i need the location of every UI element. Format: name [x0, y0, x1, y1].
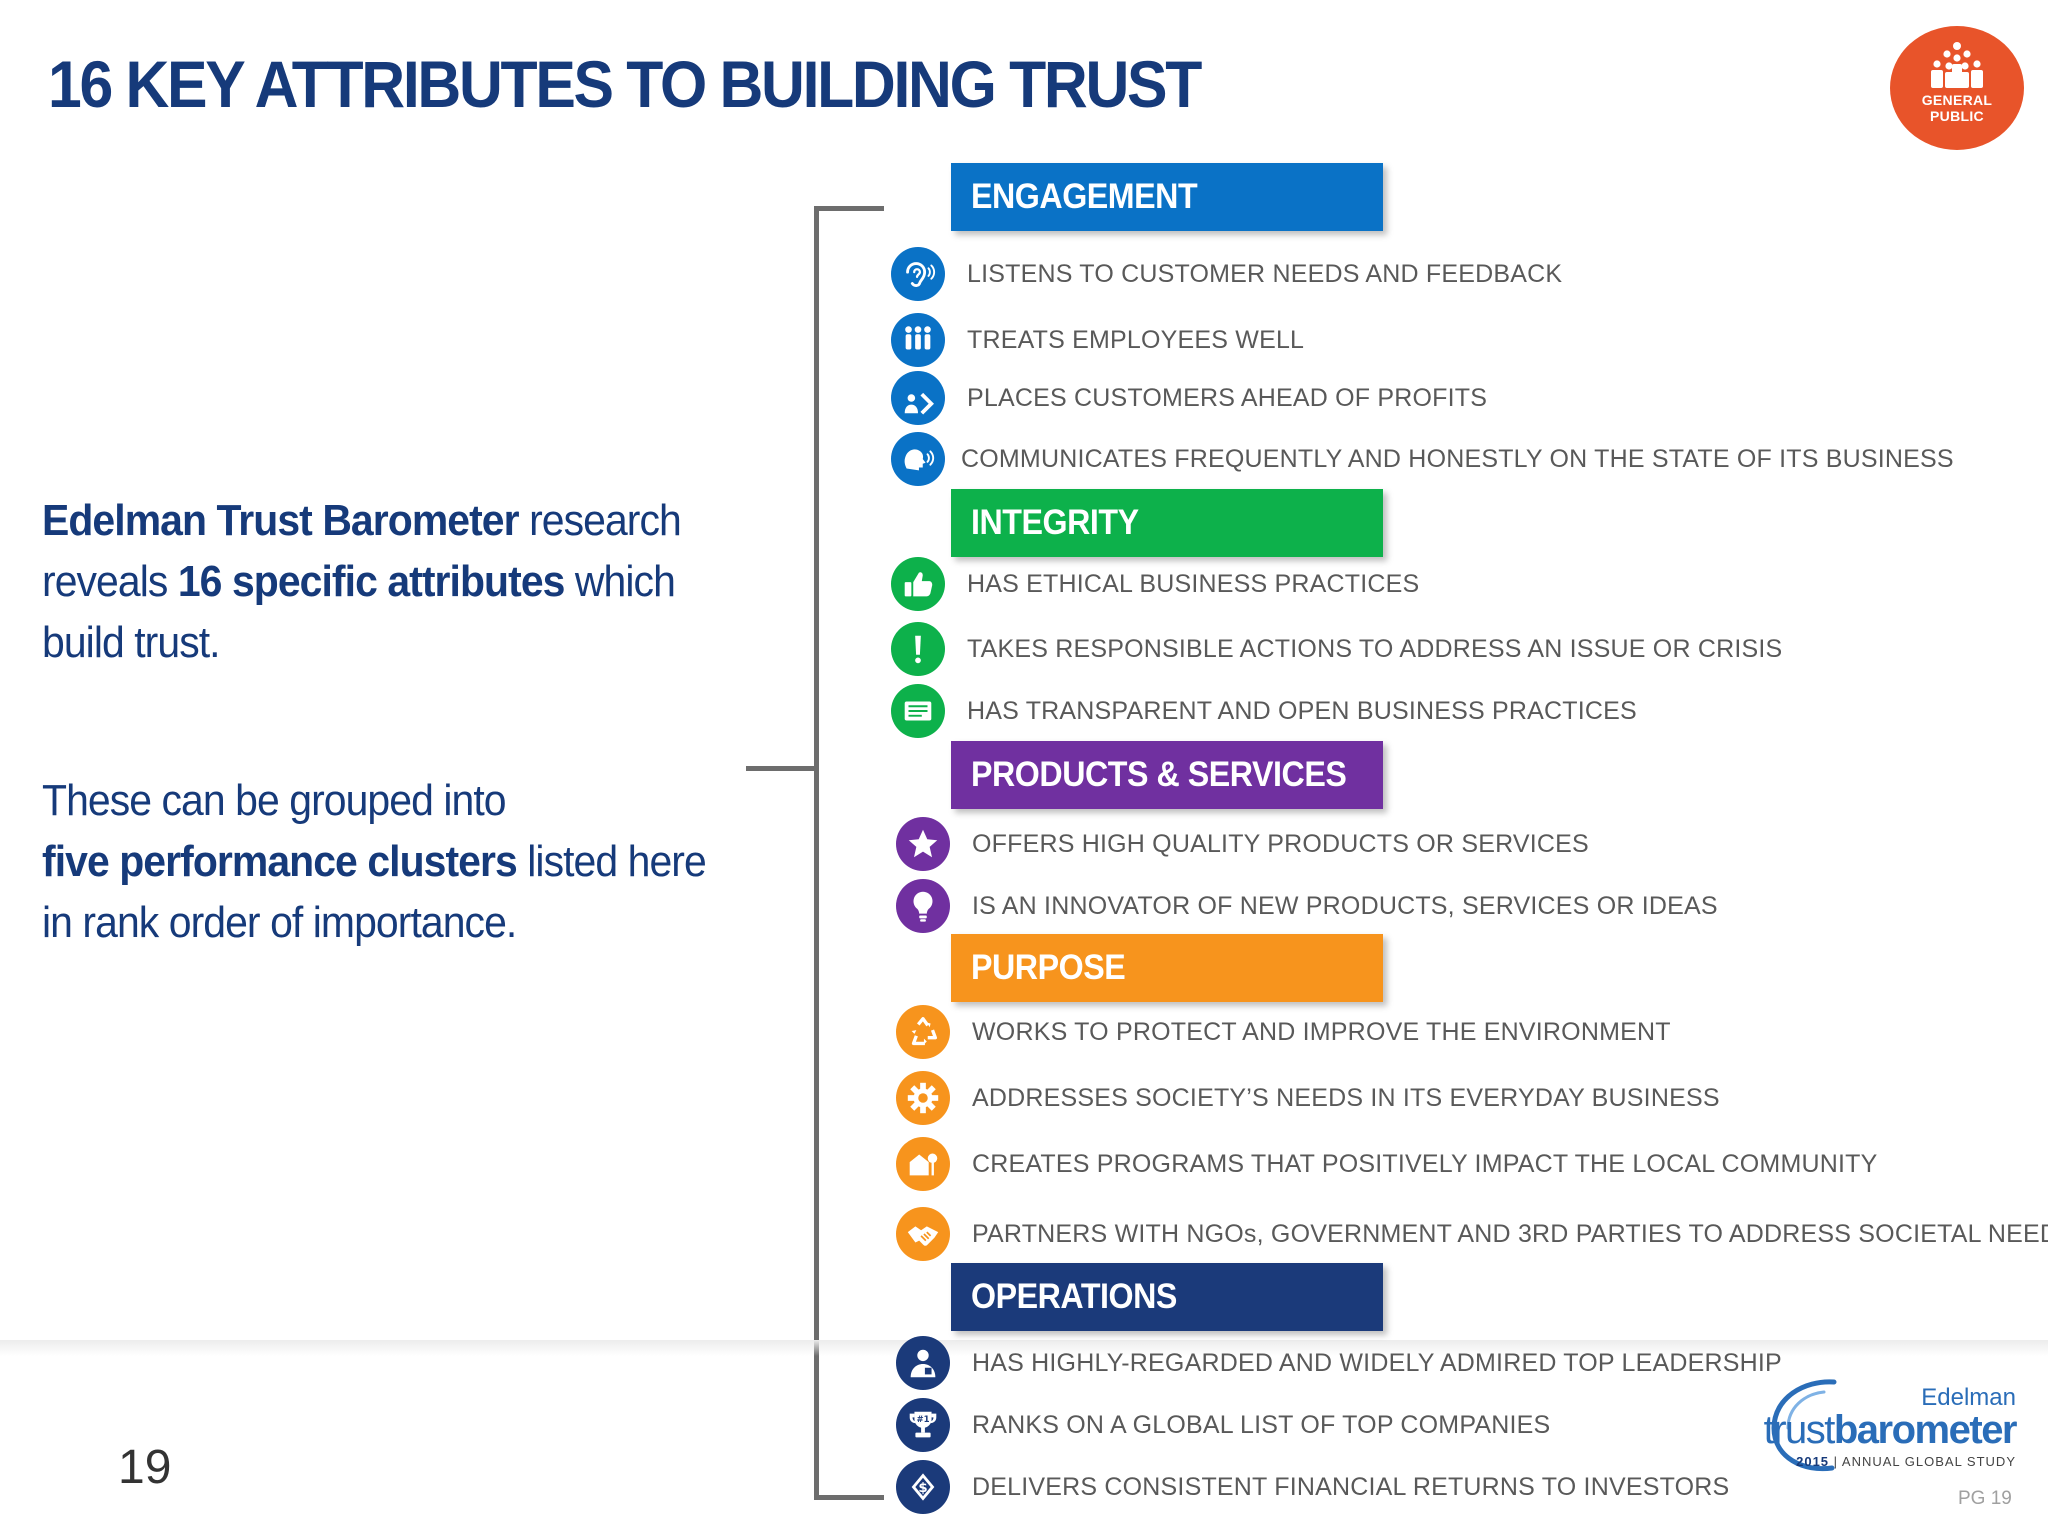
attribute-text: TAKES RESPONSIBLE ACTIONS TO ADDRESS AN … [967, 634, 1783, 663]
logo-study: 2015 | ANNUAL GLOBAL STUDY [1796, 1454, 2016, 1469]
cluster-label: INTEGRITY [971, 503, 1139, 542]
cluster-label: ENGAGEMENT [971, 177, 1198, 216]
ear-icon [891, 247, 945, 301]
page-number: 19 [118, 1441, 172, 1494]
attribute-item: COMMUNICATES FREQUENTLY AND HONESTLY ON … [891, 430, 1954, 488]
attribute-text: DELIVERS CONSISTENT FINANCIAL RETURNS TO… [972, 1472, 1730, 1501]
attribute-item: ADDRESSES SOCIETY’S NEEDS IN ITS EVERYDA… [896, 1069, 1720, 1127]
attribute-text: HAS TRANSPARENT AND OPEN BUSINESS PRACTI… [967, 696, 1637, 725]
logo-study-text: | ANNUAL GLOBAL STUDY [1829, 1454, 2016, 1469]
attribute-item: TAKES RESPONSIBLE ACTIONS TO ADDRESS AN … [891, 620, 1782, 678]
intro-bold: 16 specific attributes [177, 557, 566, 606]
attribute-item: OFFERS HIGH QUALITY PRODUCTS OR SERVICES [896, 815, 1589, 873]
attribute-item: PARTNERS WITH NGOs, GOVERNMENT AND 3RD P… [896, 1205, 2048, 1263]
gear-icon [896, 1071, 950, 1125]
customer-icon [891, 371, 945, 425]
leader-icon [896, 1336, 950, 1390]
svg-text:#1: #1 [916, 1415, 929, 1425]
bracket-vertical [814, 206, 819, 1500]
intro-text: reveals [42, 557, 178, 606]
intro-bold: five performance clusters [42, 837, 518, 886]
badge-line-1: GENERAL [1921, 92, 1993, 108]
attribute-text: PLACES CUSTOMERS AHEAD OF PROFITS [967, 383, 1488, 412]
attribute-item: $ DELIVERS CONSISTENT FINANCIAL RETURNS … [896, 1458, 1729, 1516]
intro-text: in rank order of importance. [42, 898, 517, 947]
people-icon [891, 313, 945, 367]
attribute-item: WORKS TO PROTECT AND IMPROVE THE ENVIRON… [896, 1003, 1671, 1061]
attribute-text: IS AN INNOVATOR OF NEW PRODUCTS, SERVICE… [972, 891, 1718, 920]
intro-text: listed here [516, 837, 707, 886]
attribute-item: HAS HIGHLY-REGARDED AND WIDELY ADMIRED T… [896, 1334, 1782, 1392]
general-public-badge: GENERAL PUBLIC [1890, 26, 2024, 150]
intro-paragraph-1: Edelman Trust Barometer research reveals… [42, 490, 712, 673]
attribute-item: HAS ETHICAL BUSINESS PRACTICES [891, 555, 1419, 613]
thumbs-up-icon [891, 557, 945, 611]
attribute-text: HAS HIGHLY-REGARDED AND WIDELY ADMIRED T… [972, 1348, 1782, 1377]
logo-wordmark: trustbarometer [1763, 1408, 2018, 1453]
exclamation-icon [891, 622, 945, 676]
attribute-text: PARTNERS WITH NGOs, GOVERNMENT AND 3RD P… [972, 1219, 2048, 1248]
logo-brand: Edelman [1921, 1384, 2016, 1411]
intro-text: research [518, 496, 682, 545]
attribute-item: HAS TRANSPARENT AND OPEN BUSINESS PRACTI… [891, 682, 1637, 740]
badge-line-2: PUBLIC [1930, 108, 1984, 124]
section-divider [0, 1340, 2048, 1356]
intro-bold: Edelman Trust Barometer [42, 496, 520, 545]
attribute-text: WORKS TO PROTECT AND IMPROVE THE ENVIRON… [972, 1017, 1671, 1046]
attribute-text: RANKS ON A GLOBAL LIST OF TOP COMPANIES [972, 1410, 1551, 1439]
attribute-text: COMMUNICATES FREQUENTLY AND HONESTLY ON … [961, 444, 1954, 473]
money-icon: $ [896, 1460, 950, 1514]
cluster-operations: OPERATIONS [951, 1263, 1383, 1331]
bracket-top [814, 206, 884, 211]
logo-year: 2015 [1796, 1454, 1830, 1469]
attribute-text: CREATES PROGRAMS THAT POSITIVELY IMPACT … [972, 1149, 1878, 1178]
intro-text: These can be grouped into [42, 776, 507, 825]
trust-barometer-logo: Edelman trustbarometer 2015 | ANNUAL GLO… [1764, 1378, 2024, 1474]
attribute-item: CREATES PROGRAMS THAT POSITIVELY IMPACT … [896, 1135, 1877, 1193]
document-icon [891, 684, 945, 738]
bracket-bottom [814, 1495, 884, 1500]
cluster-label: OPERATIONS [971, 1277, 1177, 1316]
bracket-pointer [746, 766, 818, 771]
attribute-item: TREATS EMPLOYEES WELL [891, 311, 1304, 369]
attribute-item: #1 RANKS ON A GLOBAL LIST OF TOP COMPANI… [896, 1396, 1550, 1454]
trophy-icon: #1 [896, 1398, 950, 1452]
recycle-icon [896, 1005, 950, 1059]
page-label: PG 19 [1958, 1488, 2012, 1509]
star-icon [896, 817, 950, 871]
cluster-engagement: ENGAGEMENT [951, 163, 1383, 231]
attribute-item: IS AN INNOVATOR OF NEW PRODUCTS, SERVICE… [896, 877, 1718, 935]
intro-text: which [564, 557, 676, 606]
logo-swoosh-icon [1771, 1379, 1837, 1472]
logo-word-barometer: barometer [1833, 1408, 2018, 1452]
lightbulb-icon [896, 879, 950, 933]
attribute-text: TREATS EMPLOYEES WELL [967, 325, 1305, 354]
svg-text:$: $ [918, 1481, 927, 1496]
attribute-text: OFFERS HIGH QUALITY PRODUCTS OR SERVICES [972, 829, 1589, 858]
handshake-icon [896, 1207, 950, 1261]
cluster-integrity: INTEGRITY [951, 489, 1383, 557]
intro-paragraph-2: These can be grouped into five performan… [42, 770, 712, 953]
speaking-head-icon [891, 432, 945, 486]
attribute-text: ADDRESSES SOCIETY’S NEEDS IN ITS EVERYDA… [972, 1083, 1720, 1112]
intro-text: build trust. [42, 618, 221, 667]
attribute-item: LISTENS TO CUSTOMER NEEDS AND FEEDBACK [891, 245, 1562, 303]
logo-word-trust: trust [1763, 1408, 1836, 1452]
cluster-label: PRODUCTS & SERVICES [971, 755, 1347, 794]
page-title: 16 KEY ATTRIBUTES TO BUILDING TRUST [48, 47, 1202, 121]
attribute-text: LISTENS TO CUSTOMER NEEDS AND FEEDBACK [967, 259, 1563, 288]
cluster-products-services: PRODUCTS & SERVICES [951, 741, 1383, 809]
cluster-purpose: PURPOSE [951, 934, 1383, 1002]
crowd-icon [1931, 42, 1983, 88]
attribute-text: HAS ETHICAL BUSINESS PRACTICES [967, 569, 1420, 598]
community-icon [896, 1137, 950, 1191]
cluster-label: PURPOSE [971, 948, 1126, 987]
attribute-item: PLACES CUSTOMERS AHEAD OF PROFITS [891, 369, 1487, 427]
